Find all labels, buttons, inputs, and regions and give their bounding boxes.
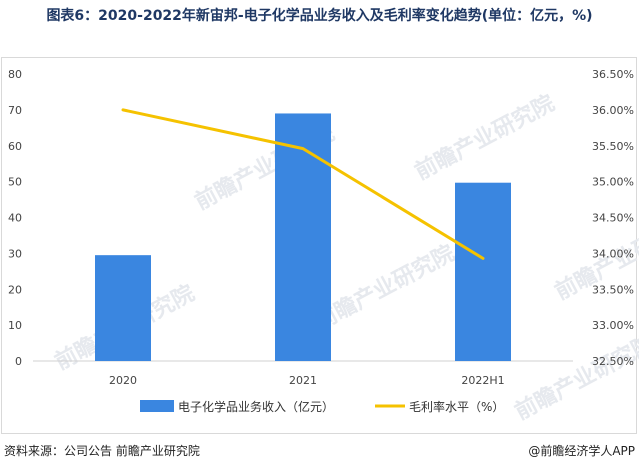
y-right-tick-label: 32.50% [592,355,634,368]
bar [275,113,331,362]
y-left-tick-label: 20 [8,283,22,296]
legend: 电子化学品业务收入（亿元） 毛利率水平（%） [140,399,504,414]
watermark-text: 前瞻产业研究院 [511,330,639,425]
y-right-tick-label: 33.00% [592,319,634,332]
x-tick-label: 2022H1 [461,374,504,387]
source-note: 资料来源：公司公告 前瞻产业研究院 [4,444,200,458]
y-left-tick-label: 70 [8,104,22,117]
x-tick-label: 2021 [289,374,317,387]
y-right-tick-label: 35.50% [592,140,634,153]
y-right-tick-label: 34.50% [592,212,634,225]
y-right-tick-label: 36.50% [592,68,634,81]
y-left-tick-label: 0 [15,355,22,368]
y-right-tick-label: 36.00% [592,104,634,117]
chart-marks [95,108,511,362]
watermark-text: 前瞻产业研究院 [411,90,559,185]
legend-swatch-bar [140,400,174,412]
chart-frame [1,57,637,434]
y-left-tick-label: 40 [8,212,22,225]
x-tick-label: 2020 [109,374,137,387]
y-left-tick-label: 80 [8,68,22,81]
watermark-text: 前瞻产业研究院 [311,240,459,335]
y-left-tick-label: 50 [8,176,22,189]
legend-label: 毛利率水平（%） [409,399,504,414]
series-line [121,108,485,260]
y-left-tick-label: 60 [8,140,22,153]
brand-credit: @前瞻经济学人APP [528,444,635,458]
y-left-tick-label: 10 [8,319,22,332]
y-right-tick-label: 33.50% [592,283,634,296]
legend-label: 电子化学品业务收入（亿元） [178,399,334,414]
y-right-tick-label: 35.00% [592,176,634,189]
chart-title: 图表6：2020-2022年新宙邦-电子化学品业务收入及毛利率变化趋势(单位：亿… [46,8,593,24]
y-left-tick-label: 30 [8,247,22,260]
bar [95,255,151,361]
y-right-tick-label: 34.00% [592,247,634,260]
bar [455,182,511,361]
